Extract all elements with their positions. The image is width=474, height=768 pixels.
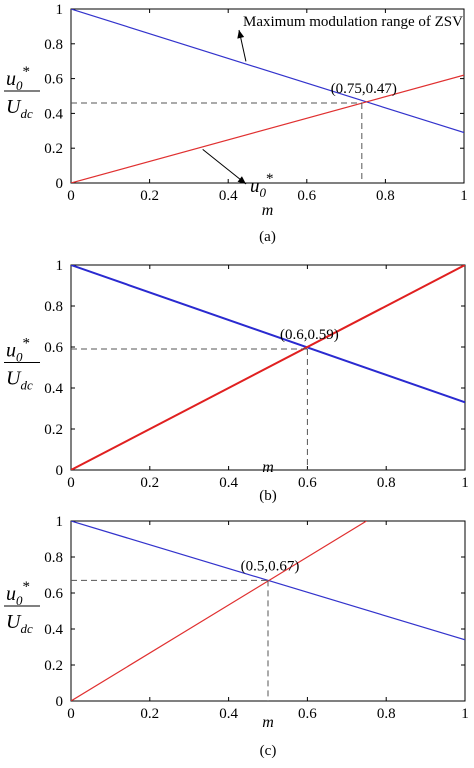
y-tick-label: 1 (56, 2, 64, 18)
y-axis-label: u0* Udc (4, 579, 40, 636)
intersection-label: (0.75,0.47) (331, 81, 397, 97)
x-tick-label: 0.2 (140, 706, 159, 722)
x-tick-label: 0.2 (140, 188, 159, 204)
x-tick-label: 0.6 (297, 188, 316, 204)
series-line-2 (71, 265, 465, 470)
y-tick-label: 0.2 (44, 422, 63, 438)
plot-frame (70, 8, 465, 184)
y-tick-label: 0.2 (44, 658, 63, 674)
x-tick-label: 0.8 (376, 188, 395, 204)
annotation-zsv-label: Maximum modulation range of ZSV (243, 14, 463, 30)
y-label-denominator: Udc (6, 611, 33, 636)
x-tick-label: 0.2 (140, 475, 159, 491)
intersection-label: (0.5,0.67) (241, 558, 300, 574)
arrow-shaft (202, 149, 247, 185)
y-tick-label: 0.6 (44, 340, 63, 356)
series-line-1 (71, 9, 464, 134)
series-line-2 (71, 74, 464, 183)
chart-panel-2: 0 0.2 0.4 0.6 0.8 1 0 0.2 0.4 0.6 0.8 1 u0* Udc m (0.6,… (4, 258, 469, 504)
y-label-denominator: Udc (6, 368, 33, 393)
annotation-u0-arrow (202, 149, 247, 185)
series-group (71, 265, 465, 470)
y-label-numerator: u0* (6, 579, 30, 608)
series-group (71, 9, 464, 183)
y-tick-label: 0 (56, 176, 64, 192)
x-tick-label: 1 (461, 706, 469, 722)
x-tick-label: 0.4 (219, 475, 238, 491)
y-tick-label: 0.4 (44, 381, 63, 397)
x-tick-label: 0.4 (219, 706, 238, 722)
x-tick-label: 0 (67, 188, 75, 204)
y-axis-label: u0* Udc (4, 64, 40, 121)
x-tick-label: 0 (67, 706, 75, 722)
x-tick-label: 0 (67, 475, 75, 491)
arrow-head (237, 30, 245, 39)
chart-panel-1: 0 0.2 0.4 0.6 0.8 1 0 0.2 0.4 0.6 0.8 1 u0* Udc m (0.75… (4, 2, 468, 245)
y-label-numerator: u0* (6, 64, 30, 93)
y-tick-label: 0.2 (44, 141, 63, 157)
x-axis-label: m (262, 459, 274, 476)
y-tick-label: 0.8 (44, 550, 63, 566)
y-tick-label: 0.4 (44, 106, 63, 122)
y-tick-label: 0.6 (44, 586, 63, 602)
y-tick-label: 0.4 (44, 622, 63, 638)
x-tick-label: 0.8 (377, 475, 396, 491)
y-label-numerator: u0* (6, 336, 30, 365)
y-tick-label: 1 (56, 258, 64, 274)
y-tick-label: 0 (56, 694, 64, 710)
annotation-zsv-arrow (237, 29, 247, 62)
chart-panel-3: 0 0.2 0.4 0.6 0.8 1 0 0.2 0.4 0.6 0.8 1 u0* Udc m (0.5,… (4, 514, 469, 759)
x-tick-label: 1 (460, 188, 468, 204)
y-axis-label: u0* Udc (4, 336, 40, 393)
x-tick-label: 1 (461, 475, 469, 491)
intersection-label: (0.6,0.59) (280, 327, 339, 343)
x-tick-label: 0.6 (298, 475, 317, 491)
y-tick-label: 0.6 (44, 72, 63, 88)
y-tick-label: 0.8 (44, 299, 63, 315)
panel-caption: (b) (259, 488, 277, 504)
panel-caption: (a) (259, 229, 276, 245)
y-tick-label: 0.8 (44, 37, 63, 53)
x-axis-label: m (262, 714, 274, 731)
x-tick-label: 0.8 (377, 706, 396, 722)
arrow-head (237, 176, 246, 184)
annotation-u0-label: u0* (250, 171, 274, 200)
series-line-1 (71, 265, 465, 404)
x-tick-label: 0.4 (219, 188, 238, 204)
x-axis-label: m (262, 202, 274, 219)
y-tick-label: 0 (56, 463, 64, 479)
y-tick-label: 1 (56, 514, 64, 530)
x-tick-label: 0.6 (298, 706, 317, 722)
series-line-2 (71, 521, 367, 701)
panel-caption: (c) (260, 743, 277, 759)
y-label-denominator: Udc (6, 96, 33, 121)
plot-frame (70, 264, 466, 471)
